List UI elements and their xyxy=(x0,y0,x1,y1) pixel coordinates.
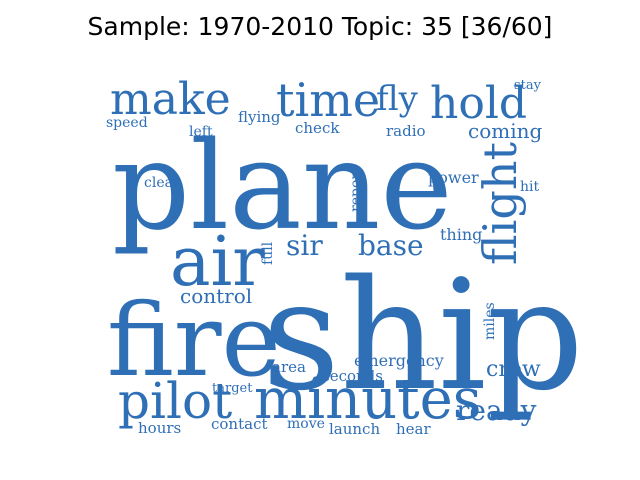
word-hell: hell xyxy=(358,306,374,333)
word-minutes: minutes xyxy=(254,367,482,432)
word-clear: clear xyxy=(144,175,180,191)
word-stay: stay xyxy=(514,78,542,93)
word-hear: hear xyxy=(396,420,431,438)
word-thing: thing xyxy=(440,225,482,244)
word-launch: launch xyxy=(329,420,380,438)
word-radio: radio xyxy=(386,122,426,140)
word-target: target xyxy=(212,381,253,396)
word-air: air xyxy=(170,223,265,302)
word-hold: hold xyxy=(430,78,527,129)
word-area: area xyxy=(272,358,306,376)
word-speed: speed xyxy=(106,115,148,131)
word-left: left xyxy=(189,124,213,140)
word-ship: ship xyxy=(262,247,584,424)
word-plane: plane xyxy=(112,115,453,257)
word-report: report xyxy=(348,167,364,212)
word-fire: fire xyxy=(107,282,281,399)
word-miles: miles xyxy=(482,302,498,340)
word-power: power xyxy=(428,168,479,187)
word-time: time xyxy=(276,73,380,127)
word-sir: sir xyxy=(286,229,323,262)
figure-title: Sample: 1970-2010 Topic: 35 [36/60] xyxy=(87,12,553,41)
word-move: move xyxy=(287,416,325,432)
word-hit: hit xyxy=(520,179,539,195)
word-ready: ready xyxy=(456,394,537,427)
word-hours: hours xyxy=(138,419,181,437)
word-flight: flight xyxy=(473,142,527,265)
word-crew: crew xyxy=(486,357,541,382)
word-base: base xyxy=(358,229,424,262)
word-seconds: seconds xyxy=(322,367,383,385)
word-flying: flying xyxy=(238,108,281,126)
word-pilot: pilot xyxy=(118,372,232,430)
word-coming: coming xyxy=(468,119,542,143)
word-check: check xyxy=(295,119,340,137)
word-control: control xyxy=(180,284,252,308)
word-contact: contact xyxy=(211,415,268,433)
word-full: full xyxy=(260,241,276,265)
word-fly: fly xyxy=(376,79,419,119)
word-make: make xyxy=(110,74,231,125)
word-emergency: emergency xyxy=(354,351,444,370)
